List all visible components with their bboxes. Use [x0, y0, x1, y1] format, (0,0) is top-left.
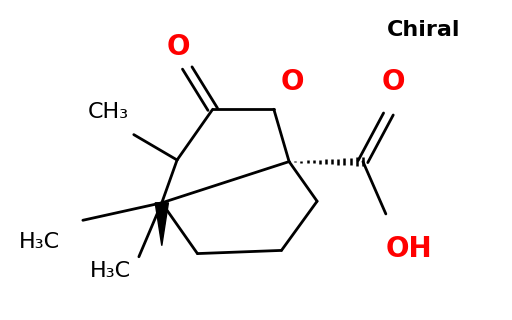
Polygon shape	[155, 203, 168, 246]
Text: H₃C: H₃C	[19, 232, 60, 252]
Text: Chiral: Chiral	[387, 20, 461, 40]
Text: O: O	[382, 68, 405, 96]
Text: O: O	[281, 68, 305, 96]
Text: O: O	[166, 33, 190, 61]
Text: OH: OH	[386, 235, 432, 263]
Text: H₃C: H₃C	[90, 261, 132, 281]
Text: CH₃: CH₃	[88, 102, 129, 123]
